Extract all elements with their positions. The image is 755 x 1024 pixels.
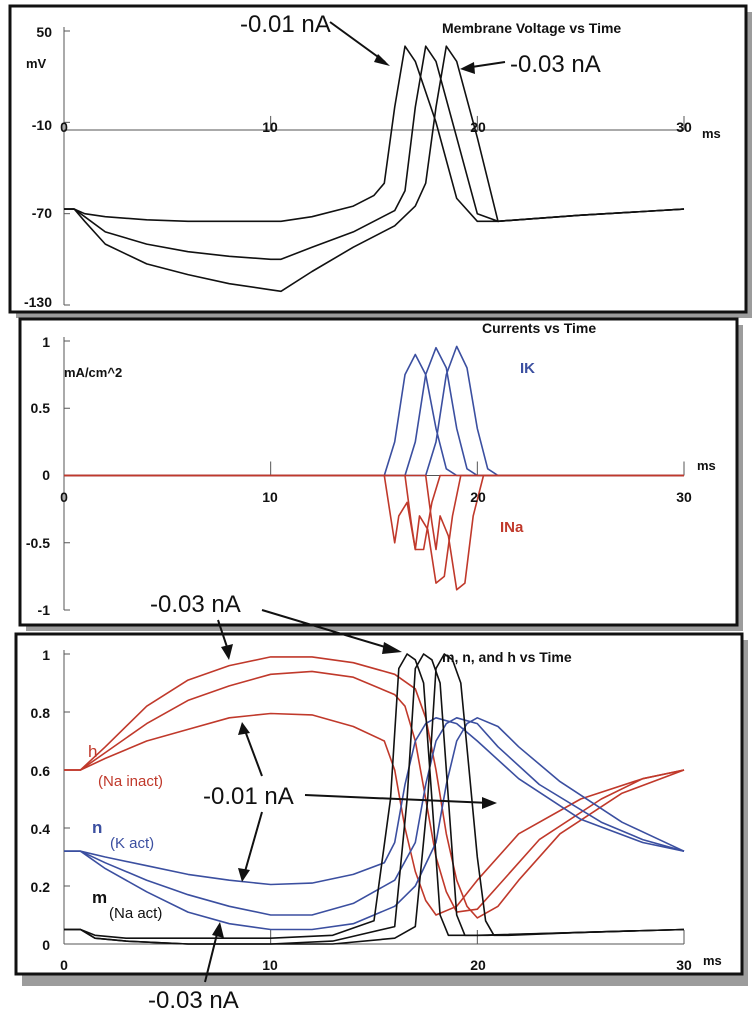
- voltage-series-line-0: [64, 45, 685, 223]
- gating-xtick: 20: [470, 957, 486, 973]
- arrowhead-icon: [212, 922, 224, 938]
- ina-label: INa: [500, 519, 524, 536]
- currents-panel-frame: [18, 317, 739, 627]
- gating-ytick: 0: [42, 937, 50, 953]
- currents-series-line-ik-1: [64, 346, 684, 477]
- currents-xtick: 10: [262, 489, 278, 505]
- gating-xtick: 10: [262, 957, 278, 973]
- panels: [63, 27, 685, 945]
- gating-series-line-n-5: [64, 716, 685, 931]
- currents-x-unit: ms: [697, 458, 716, 473]
- gating-series-line-h-0: [64, 712, 685, 916]
- voltage-y-unit: mV: [26, 56, 47, 71]
- voltage-xtick: 30: [676, 119, 692, 135]
- arrowhead-icon: [238, 722, 250, 735]
- arrow-icon: [243, 727, 263, 777]
- gating-series-line-m-6: [64, 653, 685, 940]
- gating-xtick: 0: [60, 957, 68, 973]
- currents-ytick: -0.5: [26, 535, 50, 551]
- arrow-icon: [261, 609, 396, 651]
- currents-series-line-ina-3: [64, 474, 684, 551]
- m-label: m: [92, 888, 107, 907]
- ik-label: IK: [520, 360, 535, 377]
- arrow-icon: [329, 21, 386, 63]
- arrowhead-icon: [482, 797, 497, 809]
- annotation-gating-003-top: -0.03 nA: [150, 591, 241, 618]
- n-label: n: [92, 818, 102, 837]
- voltage-ytick: -70: [32, 205, 52, 221]
- voltage-panel-frame: [8, 4, 748, 314]
- annotation-gating-001: -0.01 nA: [203, 783, 294, 810]
- currents-series-line-ina-5: [64, 474, 684, 591]
- voltage-x-unit: ms: [702, 126, 721, 141]
- h-sub-label: (Na inact): [98, 773, 163, 790]
- arrow-icon: [217, 619, 229, 651]
- gating-series-line-n-4: [64, 716, 685, 916]
- voltage-series-line-1: [64, 45, 685, 261]
- currents-xtick: 30: [676, 489, 692, 505]
- voltage-ytick: -10: [32, 117, 52, 133]
- arrowhead-icon: [238, 868, 250, 882]
- m-sub-label: (Na act): [109, 905, 162, 922]
- arrowhead-icon: [382, 642, 402, 654]
- gating-ytick: 0.6: [31, 763, 51, 779]
- voltage-panel: Membrane Voltage vs Time mV ms 50 -10 -7…: [24, 11, 721, 310]
- currents-ytick: -1: [38, 602, 51, 618]
- voltage-series-line-2: [64, 45, 685, 293]
- gating-series-line-n-3: [64, 716, 685, 886]
- currents-panel: Currents vs Time mA/cm^2 ms 1 0.5 0 -0.5…: [26, 320, 716, 618]
- gating-series-line-h-1: [64, 670, 685, 913]
- n-sub-label: (K act): [110, 835, 154, 852]
- gating-series-line-h-2: [64, 656, 685, 919]
- currents-xtick: 20: [470, 489, 486, 505]
- arrowhead-icon: [221, 644, 233, 660]
- gating-title: m, n, and h vs Time: [442, 649, 572, 665]
- gating-xtick: 30: [676, 957, 692, 973]
- annotation-voltage-001: -0.01 nA: [240, 11, 331, 38]
- currents-series-line-ik-0: [64, 353, 684, 477]
- currents-title: Currents vs Time: [482, 320, 596, 336]
- currents-xtick: 0: [60, 489, 68, 505]
- gating-ytick: 0.2: [31, 879, 51, 895]
- voltage-ytick: 50: [36, 24, 52, 40]
- arrow-icon: [204, 929, 219, 983]
- currents-series-line-ik-2: [64, 345, 684, 477]
- gating-ytick: 1: [42, 647, 50, 663]
- arrow-icon: [243, 811, 263, 876]
- voltage-xtick: 10: [262, 119, 278, 135]
- arrowhead-icon: [460, 62, 475, 74]
- currents-ytick: 0: [42, 467, 50, 483]
- gating-panel-frame: [14, 632, 744, 976]
- voltage-xtick: 0: [60, 119, 68, 135]
- currents-ytick: 0.5: [31, 400, 51, 416]
- currents-series-line-ina-4: [64, 474, 684, 584]
- gating-x-unit: ms: [703, 953, 722, 968]
- h-label: h: [88, 742, 97, 761]
- gating-panel: m, n, and h vs Time ms 1 0.8 0.6 0.4 0.2…: [31, 591, 722, 1014]
- gating-ytick: 0.8: [31, 705, 51, 721]
- voltage-title: Membrane Voltage vs Time: [442, 20, 621, 36]
- arrowhead-icon: [374, 54, 390, 66]
- annotation-voltage-003: -0.03 nA: [510, 51, 601, 78]
- currents-y-unit: mA/cm^2: [64, 365, 122, 380]
- voltage-ytick: -130: [24, 294, 52, 310]
- gating-series-line-m-8: [64, 653, 685, 945]
- currents-ytick: 1: [42, 334, 50, 350]
- arrow-icon: [304, 794, 491, 804]
- gating-ytick: 0.4: [31, 821, 51, 837]
- annotation-gating-003-bottom: -0.03 nA: [148, 987, 239, 1014]
- voltage-xtick: 20: [470, 119, 486, 135]
